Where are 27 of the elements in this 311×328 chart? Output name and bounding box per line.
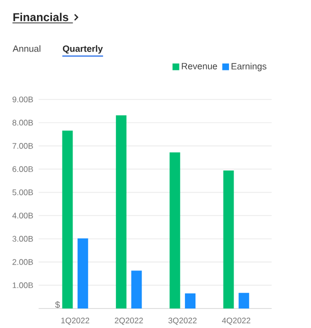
bar [116, 115, 127, 308]
text: Annual [12, 45, 40, 52]
bar [185, 293, 196, 308]
y-tick-label: 4.00B [12, 212, 34, 218]
y-tick-label: 2.00B [12, 259, 34, 265]
bar [131, 270, 142, 308]
bar [238, 292, 250, 308]
y-tick-label: 7.00B [12, 143, 34, 149]
y-tick-label: 3.00B [12, 236, 34, 242]
bar [78, 238, 88, 308]
y-tick-label: 1.00B [12, 282, 34, 288]
bar [170, 152, 180, 308]
x-tick-label: 2Q2022 [114, 318, 144, 325]
x-tick-label: 1Q2022 [61, 318, 90, 325]
annotation: $ [55, 301, 60, 308]
y-tick-label: 8.00B [12, 120, 34, 126]
bar [223, 170, 234, 308]
chart-title: Financials [14, 12, 68, 22]
y-tick-label: 6.00B [12, 166, 34, 172]
legend-label: Earnings [232, 62, 267, 72]
x-tick-label: 3Q2022 [168, 318, 197, 325]
legend-label: Revenue [182, 62, 218, 70]
bar [62, 130, 73, 308]
text: Quarterly [63, 45, 103, 54]
y-tick-label: 9.00B [12, 96, 34, 102]
x-tick-label: 4Q2022 [222, 318, 250, 325]
y-tick-label: 5.00B [12, 189, 34, 196]
